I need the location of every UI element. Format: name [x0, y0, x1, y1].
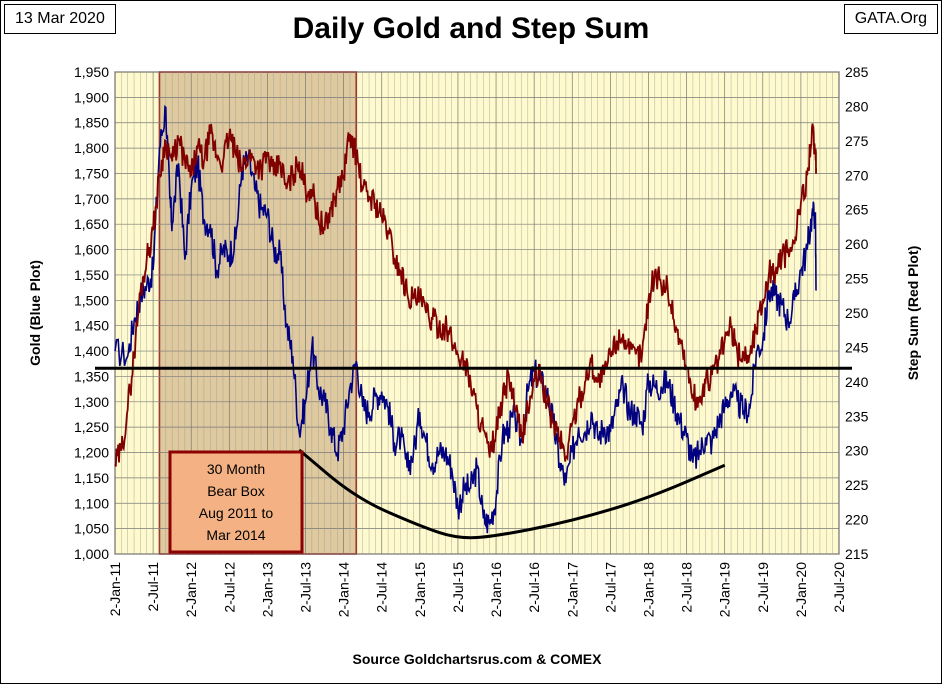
y2-tick-label: 225	[845, 477, 869, 493]
x-tick-label: 2-Jul-12	[221, 562, 237, 613]
x-tick-label: 2-Jan-20	[793, 562, 809, 617]
y-tick-label: 1,250	[74, 419, 109, 435]
y-tick-label: 1,200	[74, 445, 109, 461]
step-sum-series-line	[114, 123, 817, 467]
y-tick-label: 1,550	[74, 267, 109, 283]
y2-tick-label: 275	[845, 133, 869, 149]
chart-title: Daily Gold and Step Sum	[292, 12, 650, 45]
x-tick-label: 2-Jan-15	[412, 562, 428, 617]
x-tick-label: 2-Jul-11	[145, 562, 161, 612]
grid-lines	[114, 71, 840, 555]
x-tick-label: 2-Jan-18	[640, 562, 656, 617]
gold-series-line	[114, 104, 817, 534]
y-tick-label: 1,650	[74, 216, 109, 232]
annotation-line-2: Bear Box	[207, 483, 265, 499]
x-tick-label: 2-Jul-19	[755, 562, 771, 613]
y2-tick-label: 245	[845, 339, 869, 355]
y-tick-label: 1,400	[74, 343, 109, 359]
x-tick-label: 2-Jul-16	[526, 562, 542, 613]
y2-tick-label: 260	[845, 236, 869, 252]
x-axis-ticks: 2-Jan-11 2-Jul-11 2-Jan-12 2-Jul-12 2-Jan-13…	[107, 562, 847, 617]
y2-tick-label: 270	[845, 167, 869, 183]
y2-tick-label: 285	[845, 64, 869, 80]
y-tick-label: 1,900	[74, 89, 109, 105]
y-tick-label: 1,100	[74, 495, 109, 511]
trend-curve	[298, 448, 726, 540]
source-label: GATA.Org	[843, 4, 938, 34]
y2-axis-title: Step Sum (Red Plot)	[905, 246, 921, 381]
y-tick-label: 1,750	[74, 165, 109, 181]
y-tick-label: 1,300	[74, 394, 109, 410]
x-tick-label: 2-Jan-19	[717, 562, 733, 617]
x-tick-label: 2-Jan-11	[107, 562, 123, 616]
y-tick-label: 1,450	[74, 318, 109, 334]
x-tick-label: 2-Jul-20	[831, 562, 847, 613]
date-label: 13 Mar 2020	[4, 4, 116, 34]
y-tick-label: 1,050	[74, 521, 109, 537]
y-tick-label: 1,150	[74, 470, 109, 486]
x-tick-label: 2-Jan-12	[183, 562, 199, 617]
y-tick-label: 1,600	[74, 242, 109, 258]
y-tick-label: 1,500	[74, 292, 109, 308]
left-axis-ticks: 1,000 1,050 1,100 1,150 1,200 1,250 1,300 1,350…	[74, 64, 109, 562]
y2-tick-label: 240	[845, 374, 869, 390]
y-tick-label: 1,700	[74, 191, 109, 207]
x-axis-title: Source Goldchartsrus.com & COMEX	[353, 651, 603, 667]
y-tick-label: 1,350	[74, 368, 109, 384]
x-tick-label: 2-Jul-15	[450, 562, 466, 613]
x-tick-label: 2-Jul-18	[679, 562, 695, 613]
x-tick-label: 2-Jul-17	[602, 562, 618, 613]
x-tick-label: 2-Jul-14	[374, 562, 390, 613]
y-tick-label: 1,950	[74, 64, 109, 80]
y2-tick-label: 280	[845, 98, 869, 114]
right-axis-ticks: 215 220 225 230 235 240 245 250 255 260 265 270 275 2…	[845, 64, 869, 562]
x-tick-label: 2-Jan-13	[259, 562, 275, 617]
y2-tick-label: 265	[845, 202, 869, 218]
annotation-box: 30 Month Bear Box Aug 2011 to Mar 2014	[168, 450, 304, 554]
y2-tick-label: 235	[845, 408, 869, 424]
y2-tick-label: 250	[845, 305, 869, 321]
y2-tick-label: 255	[845, 271, 869, 287]
y2-tick-label: 230	[845, 443, 869, 459]
y-tick-label: 1,850	[74, 115, 109, 131]
x-tick-label: 2-Jan-17	[564, 562, 580, 617]
x-tick-label: 2-Jul-13	[298, 562, 314, 613]
y-axis-title: Gold (Blue Plot)	[27, 260, 43, 366]
annotation-line-3: Aug 2011 to	[199, 505, 274, 521]
y2-tick-label: 220	[845, 512, 869, 528]
annotation-line-4: Mar 2014	[206, 527, 265, 543]
y-tick-label: 1,000	[74, 546, 109, 562]
y-tick-label: 1,800	[74, 140, 109, 156]
x-tick-label: 2-Jan-14	[336, 562, 352, 617]
x-tick-label: 2-Jan-16	[488, 562, 504, 617]
annotation-line-1: 30 Month	[207, 461, 265, 477]
y2-tick-label: 215	[845, 546, 869, 562]
